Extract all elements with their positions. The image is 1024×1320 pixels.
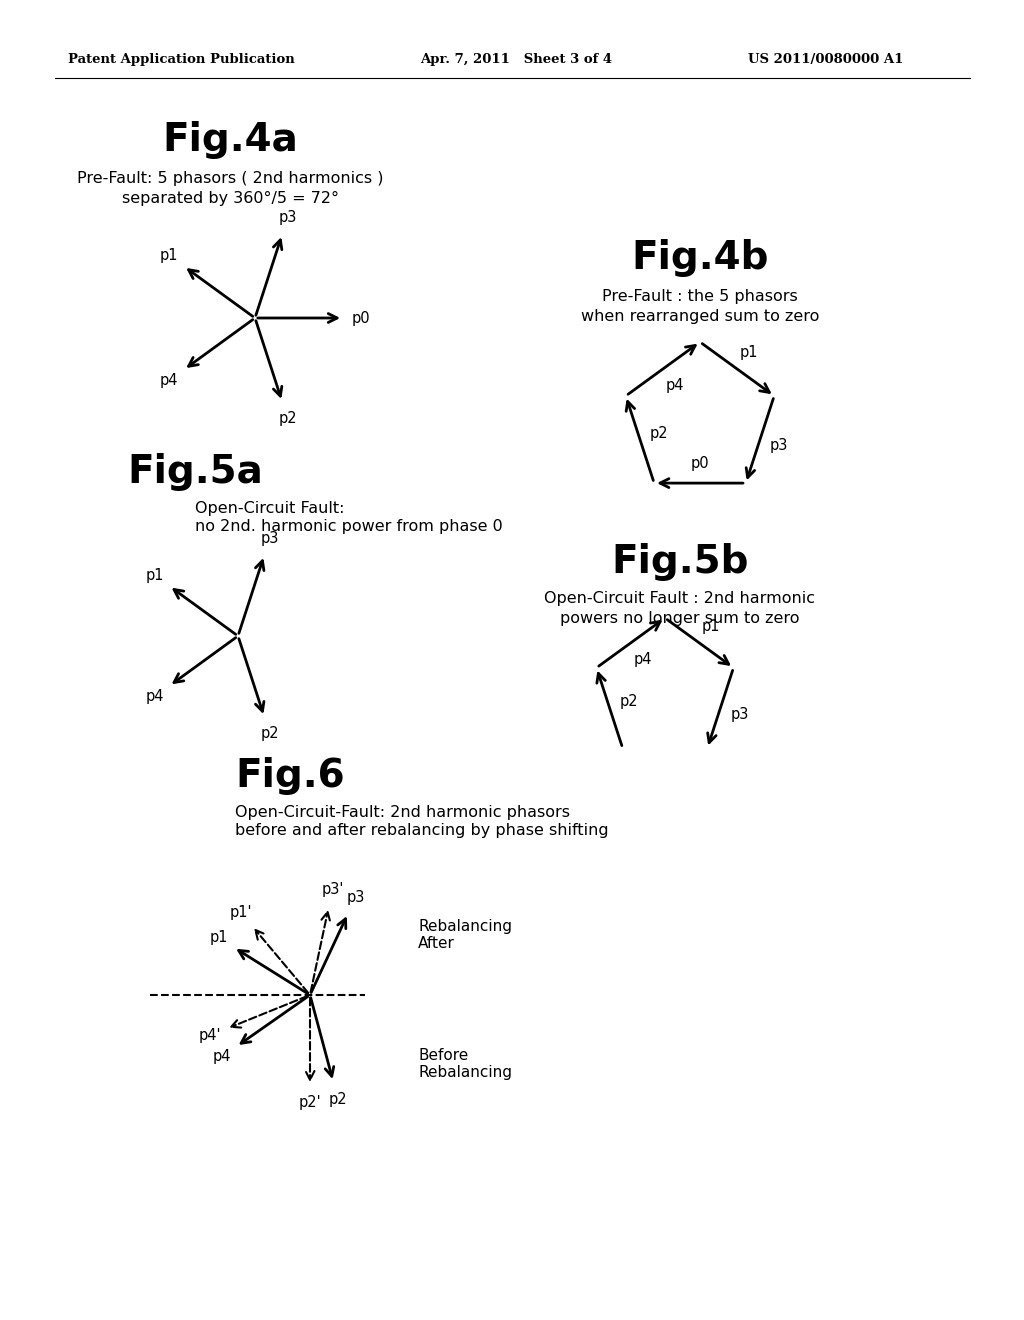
Text: Rebalancing: Rebalancing [418, 1065, 512, 1081]
Text: Open-Circuit Fault : 2nd harmonic: Open-Circuit Fault : 2nd harmonic [545, 590, 815, 606]
Text: p4': p4' [199, 1028, 221, 1043]
Text: US 2011/0080000 A1: US 2011/0080000 A1 [748, 54, 903, 66]
Text: Fig.4a: Fig.4a [162, 121, 298, 158]
Text: Patent Application Publication: Patent Application Publication [68, 54, 295, 66]
Text: p0: p0 [351, 310, 371, 326]
Text: p1: p1 [739, 346, 758, 360]
Text: Pre-Fault: 5 phasors ( 2nd harmonics ): Pre-Fault: 5 phasors ( 2nd harmonics ) [77, 170, 383, 186]
Text: p0: p0 [690, 455, 710, 471]
Text: p3: p3 [346, 890, 365, 904]
Text: p2: p2 [279, 412, 297, 426]
Text: Fig.5a: Fig.5a [127, 453, 263, 491]
Text: when rearranged sum to zero: when rearranged sum to zero [581, 309, 819, 323]
Text: p3: p3 [261, 531, 279, 545]
Text: p2: p2 [620, 694, 638, 709]
Text: p4: p4 [633, 652, 651, 667]
Text: before and after rebalancing by phase shifting: before and after rebalancing by phase sh… [234, 824, 608, 838]
Text: p4: p4 [212, 1049, 230, 1064]
Text: separated by 360°/5 = 72°: separated by 360°/5 = 72° [122, 190, 339, 206]
Text: p1: p1 [160, 248, 178, 263]
Text: Pre-Fault : the 5 phasors: Pre-Fault : the 5 phasors [602, 289, 798, 304]
Text: p1: p1 [145, 568, 164, 583]
Text: Rebalancing: Rebalancing [418, 919, 512, 933]
Text: p2: p2 [329, 1092, 347, 1106]
Text: Open-Circuit Fault:: Open-Circuit Fault: [195, 500, 344, 516]
Text: p2: p2 [649, 426, 669, 441]
Text: p1': p1' [229, 904, 252, 920]
Text: Fig.4b: Fig.4b [631, 239, 769, 277]
Text: p3: p3 [770, 438, 788, 453]
Text: p2: p2 [260, 726, 280, 742]
Text: After: After [418, 936, 455, 950]
Text: p4: p4 [160, 372, 178, 388]
Text: p4: p4 [145, 689, 164, 704]
Text: p3': p3' [322, 882, 344, 896]
Text: no 2nd. harmonic power from phase 0: no 2nd. harmonic power from phase 0 [195, 520, 503, 535]
Text: Apr. 7, 2011   Sheet 3 of 4: Apr. 7, 2011 Sheet 3 of 4 [420, 54, 612, 66]
Text: Open-Circuit-Fault: 2nd harmonic phasors: Open-Circuit-Fault: 2nd harmonic phasors [234, 804, 570, 820]
Text: Fig.5b: Fig.5b [611, 543, 749, 581]
Text: p1: p1 [209, 931, 227, 945]
Text: Fig.6: Fig.6 [236, 756, 345, 795]
Text: p3: p3 [730, 706, 749, 722]
Text: p1: p1 [701, 619, 720, 634]
Text: Before: Before [418, 1048, 468, 1063]
Text: p3: p3 [279, 210, 297, 224]
Text: powers no longer sum to zero: powers no longer sum to zero [560, 610, 800, 626]
Text: p2': p2' [299, 1096, 322, 1110]
Text: p4: p4 [666, 378, 684, 392]
